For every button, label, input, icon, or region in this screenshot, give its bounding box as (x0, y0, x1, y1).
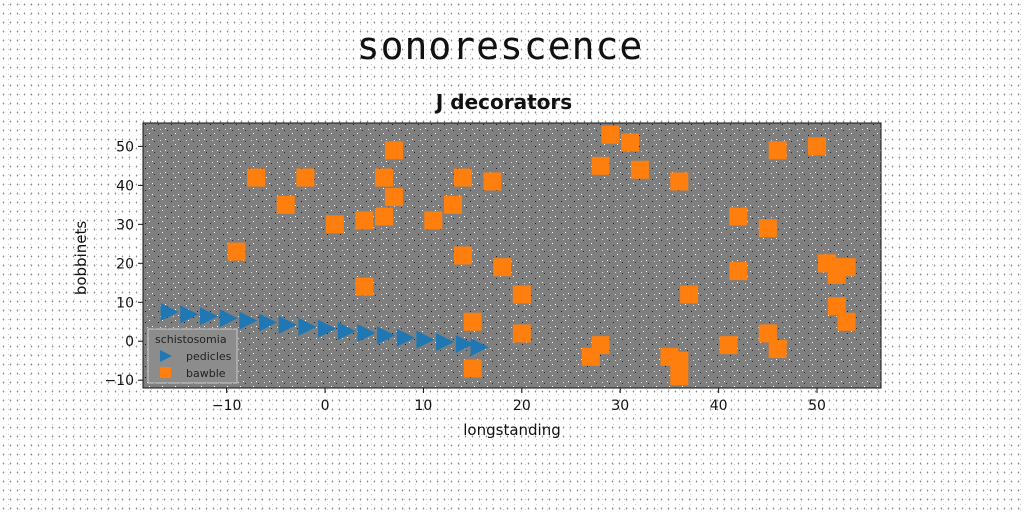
pedicles-point (396, 328, 415, 347)
figure-suptitle: sonorescence (356, 24, 644, 68)
bawble-point (355, 211, 374, 230)
bawble-point (512, 324, 531, 343)
bawble-point (463, 359, 482, 378)
bawble-point (276, 195, 295, 214)
bawble-point (384, 141, 403, 160)
bawble-point (768, 340, 787, 359)
legend-marker-bawble (160, 367, 171, 378)
pedicles-point (219, 309, 238, 328)
pedicles-point (199, 307, 218, 326)
bawble-point (621, 133, 640, 152)
plot-area-noise (143, 123, 881, 388)
bawble-point (768, 141, 787, 160)
bawble-point (719, 336, 738, 355)
bawble-point (247, 168, 266, 187)
bawble-point (375, 207, 394, 226)
x-tick-label: 50 (808, 398, 826, 414)
bawble-point (670, 367, 689, 386)
y-tick-label: 10 (116, 295, 134, 311)
legend-marker-pedicles (160, 350, 172, 362)
bawble-point (483, 172, 502, 191)
pedicles-point (318, 319, 337, 338)
bawble-point (680, 285, 699, 304)
pedicles-point (337, 322, 356, 341)
bawble-point (758, 324, 777, 343)
bawble-point (512, 285, 531, 304)
pedicles-point (278, 315, 297, 334)
x-axis-title: longstanding (463, 421, 561, 439)
pedicles-point (298, 317, 317, 336)
bawble-point (670, 351, 689, 370)
bawble-point (758, 219, 777, 238)
bawble-point (591, 156, 610, 175)
pedicles-point (455, 334, 474, 353)
pedicles-point (160, 303, 179, 322)
x-tick-label: 20 (513, 398, 531, 414)
plot-frame (142, 122, 882, 389)
y-tick-label: 40 (116, 178, 134, 194)
pedicles-point (259, 313, 277, 332)
pedicles-point (239, 311, 258, 330)
pedicles-point (436, 333, 455, 352)
y-tick-label: 50 (116, 139, 134, 155)
pedicles-point (180, 305, 199, 324)
bawble-point (453, 168, 472, 187)
legend-label-bawble: bawble (186, 367, 226, 380)
bawble-point (325, 215, 344, 234)
bawble-point (375, 168, 394, 187)
x-tick-label: −10 (212, 398, 242, 414)
bawble-point (670, 172, 689, 191)
pedicles-point (470, 338, 489, 357)
bawble-point (591, 336, 610, 355)
legend-label-pedicles: pedicles (186, 350, 232, 363)
y-axis-title: bobbinets (72, 221, 90, 296)
x-tick-label: 40 (710, 398, 728, 414)
bawble-point (384, 188, 403, 207)
x-tick-label: 30 (611, 398, 629, 414)
pedicles-point (357, 324, 376, 343)
y-tick-label: 0 (125, 334, 134, 350)
y-tick-label: −10 (104, 373, 134, 389)
legend-title: schistosomia (155, 333, 227, 346)
bawble-point (837, 258, 856, 277)
pedicles-point (377, 326, 396, 345)
bawble-point (443, 195, 462, 214)
x-tick-label: 0 (321, 398, 330, 414)
legend: schistosomia pedicles bawble (147, 328, 238, 384)
bawble-point (453, 246, 472, 265)
bawble-point (827, 297, 846, 316)
bawble-point (296, 168, 315, 187)
bawble-point (837, 312, 856, 331)
bawble-point (601, 125, 620, 144)
bawble-point (493, 258, 512, 277)
bawble-point (729, 262, 748, 281)
bawble-point (808, 137, 827, 156)
chart-title: J decorators (434, 90, 572, 114)
y-tick-label: 20 (116, 256, 134, 272)
pedicles-point (416, 330, 435, 349)
bawble-point (424, 211, 443, 230)
x-tick-label: 10 (415, 398, 433, 414)
bawble-point (463, 312, 482, 331)
y-tick-label: 30 (116, 217, 134, 233)
bawble-point (355, 277, 374, 296)
bawble-point (729, 207, 748, 226)
bawble-point (227, 242, 246, 261)
bawble-point (630, 160, 649, 179)
